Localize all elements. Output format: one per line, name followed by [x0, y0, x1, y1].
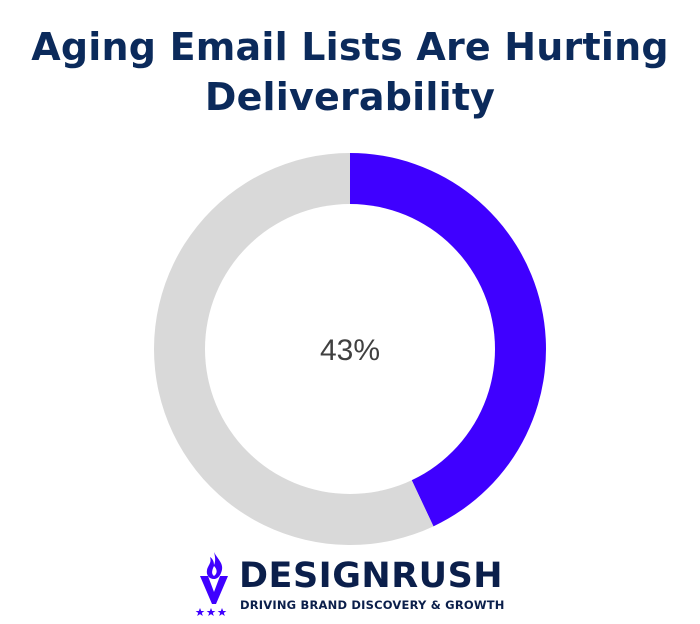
- brand-name: DESIGNRUSH: [239, 556, 504, 596]
- donut-hole: [205, 204, 495, 494]
- flame-torch-icon: [195, 552, 228, 616]
- chart-title-line-1: Aging Email Lists Are Hurting: [31, 25, 669, 69]
- chart-title-line-2: Deliverability: [204, 75, 496, 119]
- brand-tagline: DRIVING BRAND DISCOVERY & GROWTH: [240, 598, 505, 612]
- chart-title: Aging Email Lists Are Hurting Deliverabi…: [0, 22, 700, 122]
- three-stars-icon: [195, 608, 227, 616]
- designrush-logo: DESIGNRUSH DRIVING BRAND DISCOVERY & GRO…: [194, 548, 514, 618]
- center-percent-label: 43%: [320, 334, 380, 367]
